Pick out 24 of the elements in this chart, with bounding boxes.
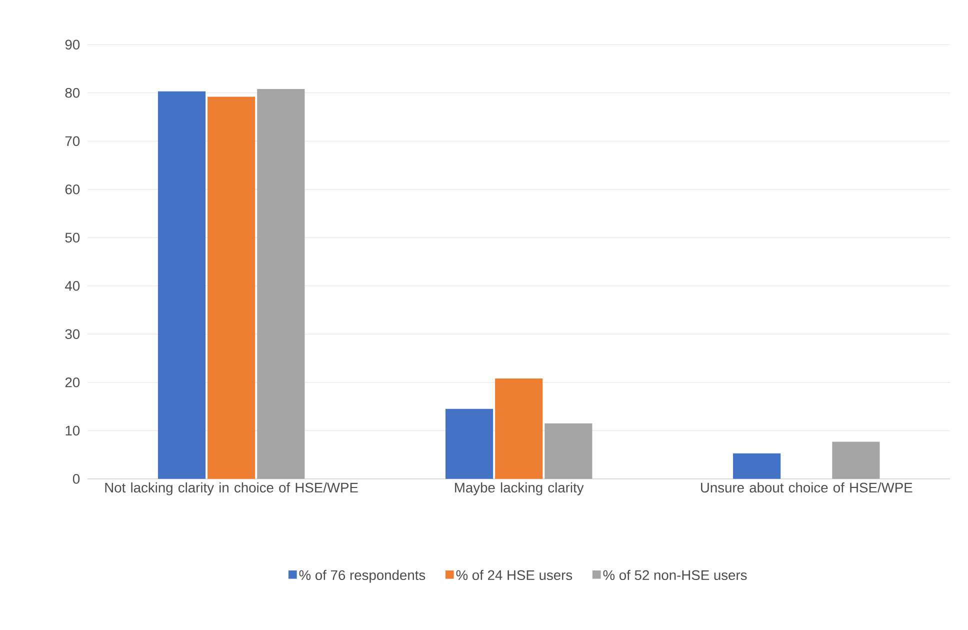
x-tick-label: Unsure about choice of HSE/WPE [701, 482, 912, 493]
legend-label: % of 76 respondents [299, 570, 426, 583]
bar [733, 454, 781, 480]
bar [832, 442, 880, 480]
y-tick-label: 60 [65, 184, 80, 194]
x-tick-label: Not lacking clarity in choice of HSE/WPE [105, 482, 358, 496]
bar [208, 96, 256, 480]
bar [495, 378, 543, 480]
y-tick-label: 50 [65, 232, 80, 243]
y-tick-label: 0 [72, 474, 80, 484]
legend-label: % of 24 HSE users [456, 570, 572, 580]
y-tick-label: 90 [65, 40, 80, 50]
bar [257, 89, 305, 480]
x-tick-label: Maybe lacking clarity [455, 482, 584, 496]
y-tick-label: 20 [65, 378, 80, 388]
y-tick-label: 80 [65, 88, 80, 98]
y-tick-label: 40 [65, 281, 80, 291]
legend-label: % of 52 non-HSE users [603, 570, 747, 580]
bar [544, 424, 592, 480]
y-tick-label: 70 [65, 136, 80, 146]
y-tick-label: 10 [66, 426, 80, 436]
y-tick-label: 30 [65, 329, 80, 340]
bar [445, 409, 494, 480]
bar [158, 92, 206, 480]
